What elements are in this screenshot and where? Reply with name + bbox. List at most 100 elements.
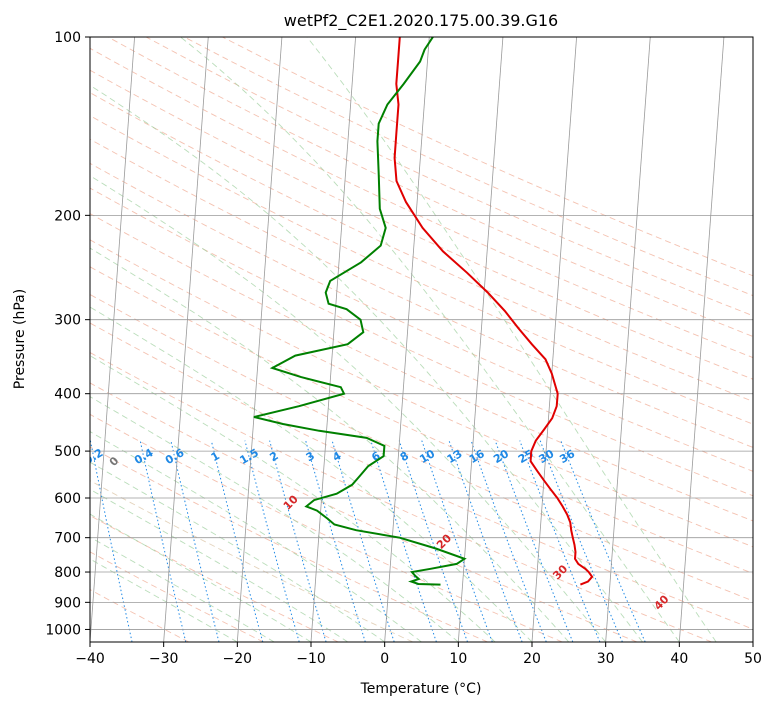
isotherm-line: [90, 37, 135, 642]
isotherm-line: [752, 636, 753, 642]
dry-adiabat-line: [90, 239, 753, 548]
x-tick-label: 50: [744, 651, 762, 667]
mixing-ratio-line: [470, 440, 547, 642]
y-axis: 100 200 300 400 500 600 700 800 900 1000: [45, 30, 90, 638]
moist-adiabat-line: [90, 431, 422, 642]
x-tick-label: 40: [670, 651, 688, 667]
dewpoint-profile-line: [253, 37, 467, 586]
moist-adiabat-line: [90, 513, 312, 642]
x-tick-label: −30: [149, 651, 179, 667]
x-tick-label: 20: [523, 651, 541, 667]
y-tick-label: 300: [54, 313, 81, 329]
mixing-ratio-label: 10: [417, 447, 437, 466]
mixing-ratio-line: [210, 440, 264, 642]
dry-adiabat-line: [90, 47, 753, 359]
dry-adiabat-line: [90, 187, 753, 497]
x-axis-label: Temperature (°C): [360, 681, 482, 697]
x-tick-label: 10: [449, 651, 467, 667]
moist-adiabat-line: [90, 355, 496, 642]
plot-frame: [89, 36, 754, 643]
mixing-ratio-label: 1.5: [237, 446, 260, 467]
isotherm-line: [678, 37, 725, 642]
y-tick-label: 500: [54, 444, 81, 460]
y-tick-label: 700: [54, 531, 81, 547]
moist-adiabat-label: 10: [281, 492, 301, 512]
x-tick-label: 30: [597, 651, 615, 667]
dry-adiabat-line: [90, 551, 264, 642]
y-tick-label: 1000: [45, 622, 81, 638]
y-tick-label: 900: [54, 595, 81, 611]
dry-adiabat-line: [90, 352, 712, 642]
dry-adiabat-line: [90, 589, 190, 642]
dry-adiabat-line: [90, 413, 563, 642]
mixing-ratio-line: [448, 440, 523, 642]
mixing-ratio-line: [421, 440, 493, 642]
mixing-ratio-label: 0.4: [132, 446, 156, 467]
x-tick-label: −10: [296, 651, 326, 667]
isotherm-line: [457, 37, 504, 642]
dry-adiabat-line: [90, 382, 638, 642]
dry-adiabat-line: [90, 266, 753, 574]
mixing-ratio-line: [244, 440, 300, 642]
moist-adiabat-label: 0: [107, 454, 122, 469]
mixing-ratio-label: 13: [445, 447, 465, 466]
mixing-ratio-line: [170, 440, 220, 642]
isotherm-line: [310, 37, 356, 642]
x-tick-label: −40: [75, 651, 105, 667]
mixing-ratio-label: 36: [557, 447, 577, 466]
moist-adiabat-line: [90, 306, 533, 642]
mixing-ratio-lines: [90, 440, 646, 642]
dry-adiabat-line: [145, 37, 753, 317]
dry-adiabat-line: [222, 37, 753, 277]
moist-adiabat-line: [90, 247, 570, 642]
mixing-ratio-label: 30: [537, 447, 557, 466]
dry-adiabat-line: [90, 115, 753, 425]
profiles: [253, 37, 594, 586]
y-tick-label: 200: [54, 208, 81, 224]
mixing-ratio-line: [560, 440, 646, 642]
y-tick-label: 800: [54, 565, 81, 581]
mixing-ratio-line: [539, 440, 623, 642]
y-tick-label: 600: [54, 491, 81, 507]
y-tick-label: 100: [54, 30, 81, 46]
mixing-ratio-line: [139, 440, 187, 642]
dry-adiabat-line: [90, 480, 414, 642]
isotherm-line: [236, 37, 283, 642]
moist-adiabat-label: 40: [652, 592, 672, 612]
dry-adiabats: [90, 37, 753, 642]
dry-adiabat-line: [90, 322, 753, 630]
temperature-profile-line: [393, 37, 594, 586]
mixing-ratio-line: [90, 440, 133, 642]
mixing-ratio-line: [269, 440, 327, 642]
x-tick-label: 0: [380, 651, 389, 667]
dry-adiabat-line: [90, 138, 753, 448]
isotherm-line: [163, 37, 209, 642]
chart-title: wetPf2_C2E1.2020.175.00.39.G16: [284, 11, 558, 31]
moist-adiabat-line: [90, 558, 238, 642]
mixing-ratio-label: 16: [467, 447, 487, 466]
x-tick-label: −20: [223, 651, 253, 667]
moist-adiabat-line: [90, 461, 385, 642]
moist-adiabat-line: [306, 37, 717, 642]
y-axis-label: Pressure (hPa): [12, 289, 28, 389]
mixing-ratio-label: 0.6: [163, 446, 187, 467]
moist-adiabat-line: [90, 536, 275, 642]
isotherm-line: [384, 37, 430, 642]
moist-adiabat-line: [90, 175, 607, 642]
mixing-ratio-label: 0.2: [82, 446, 105, 467]
moist-adiabat-line: [90, 396, 459, 642]
mixing-ratio-line: [519, 440, 601, 642]
isotherm-line: [605, 37, 651, 642]
isobars: [90, 37, 753, 630]
isotherms: [90, 37, 753, 642]
background-lines: [90, 37, 753, 642]
mixing-ratio-label: 20: [491, 447, 511, 466]
x-axis: −40 −30 −20 −10 0 10 20 30 40 50: [75, 642, 762, 667]
isotherm-line: [531, 37, 577, 642]
dry-adiabat-line: [90, 446, 488, 642]
dry-adiabat-line: [90, 69, 753, 380]
dry-adiabat-line: [184, 37, 753, 297]
mixing-ratio-line: [305, 440, 366, 642]
dry-adiabat-line: [90, 213, 753, 522]
